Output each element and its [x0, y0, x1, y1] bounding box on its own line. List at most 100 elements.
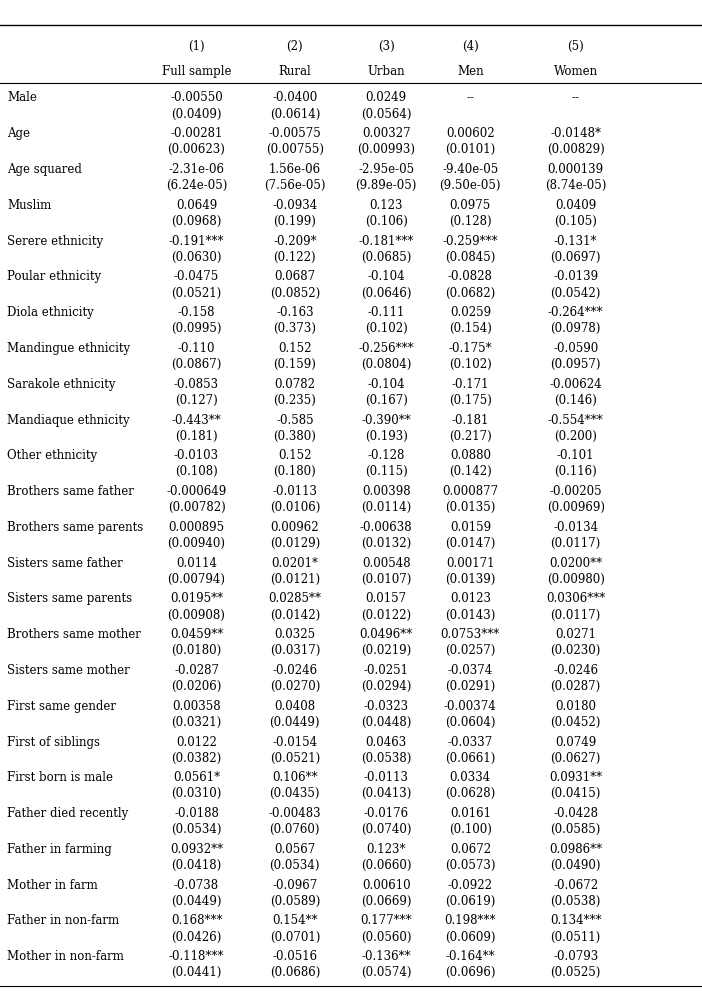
Text: -0.104: -0.104 — [367, 270, 405, 283]
Text: Father in farming: Father in farming — [7, 843, 112, 856]
Text: (0.0804): (0.0804) — [361, 358, 411, 371]
Text: (0.0122): (0.0122) — [361, 608, 411, 621]
Text: -0.0934: -0.0934 — [272, 199, 317, 212]
Text: (0.0409): (0.0409) — [171, 107, 222, 120]
Text: (0.105): (0.105) — [554, 215, 597, 228]
Text: (0.100): (0.100) — [449, 823, 492, 836]
Text: 0.00398: 0.00398 — [362, 485, 411, 498]
Text: -0.0113: -0.0113 — [364, 771, 409, 784]
Text: (0.0845): (0.0845) — [445, 250, 496, 263]
Text: -0.0516: -0.0516 — [272, 950, 317, 963]
Text: (0.167): (0.167) — [364, 394, 408, 407]
Text: (0.0534): (0.0534) — [171, 823, 222, 836]
Text: (0.106): (0.106) — [364, 215, 408, 228]
Text: -0.0738: -0.0738 — [174, 879, 219, 892]
Text: (0.108): (0.108) — [176, 465, 218, 478]
Text: -0.118***: -0.118*** — [169, 950, 224, 963]
Text: (3): (3) — [378, 40, 395, 53]
Text: -0.0922: -0.0922 — [448, 879, 493, 892]
Text: (0.00993): (0.00993) — [357, 143, 415, 156]
Text: -0.0103: -0.0103 — [174, 449, 219, 462]
Text: Mandingue ethnicity: Mandingue ethnicity — [7, 342, 130, 355]
Text: (0.0317): (0.0317) — [270, 644, 320, 657]
Text: -2.95e-05: -2.95e-05 — [358, 163, 414, 176]
Text: 0.0561*: 0.0561* — [173, 771, 220, 784]
Text: (0.0619): (0.0619) — [445, 895, 496, 908]
Text: (0.200): (0.200) — [554, 429, 597, 442]
Text: Brothers same parents: Brothers same parents — [7, 521, 143, 534]
Text: Sisters same father: Sisters same father — [7, 557, 123, 570]
Text: 0.00358: 0.00358 — [172, 700, 221, 713]
Text: (0.0669): (0.0669) — [361, 895, 411, 908]
Text: 0.0496**: 0.0496** — [359, 628, 413, 641]
Text: -0.0672: -0.0672 — [553, 879, 598, 892]
Text: 0.0459**: 0.0459** — [170, 628, 223, 641]
Text: (0.0646): (0.0646) — [361, 286, 411, 299]
Text: (0.0614): (0.0614) — [270, 107, 320, 120]
Text: -0.0246: -0.0246 — [272, 664, 317, 677]
Text: (0.0564): (0.0564) — [361, 107, 411, 120]
Text: -0.0188: -0.0188 — [174, 807, 219, 820]
Text: 0.00171: 0.00171 — [446, 557, 495, 570]
Text: 0.0975: 0.0975 — [450, 199, 491, 212]
Text: (0.0114): (0.0114) — [361, 501, 411, 514]
Text: (0.0219): (0.0219) — [361, 644, 411, 657]
Text: (0.0142): (0.0142) — [270, 608, 320, 621]
Text: 0.152: 0.152 — [278, 342, 312, 355]
Text: (0.0147): (0.0147) — [445, 537, 496, 550]
Text: (0.0628): (0.0628) — [445, 787, 496, 800]
Text: Full sample: Full sample — [161, 65, 232, 78]
Text: -0.0967: -0.0967 — [272, 879, 317, 892]
Text: 0.177***: 0.177*** — [360, 914, 412, 927]
Text: (0.0435): (0.0435) — [270, 787, 320, 800]
Text: -0.000649: -0.000649 — [166, 485, 227, 498]
Text: -0.390**: -0.390** — [362, 414, 411, 426]
Text: 0.0114: 0.0114 — [176, 557, 217, 570]
Text: (8.74e-05): (8.74e-05) — [545, 179, 607, 192]
Text: (0.0660): (0.0660) — [361, 859, 411, 872]
Text: -0.264***: -0.264*** — [548, 306, 604, 319]
Text: 0.0409: 0.0409 — [555, 199, 596, 212]
Text: (0.0760): (0.0760) — [270, 823, 320, 836]
Text: Mother in non-farm: Mother in non-farm — [7, 950, 124, 963]
Text: (0.00782): (0.00782) — [168, 501, 225, 514]
Text: (0.0287): (0.0287) — [550, 680, 601, 693]
Text: -0.0337: -0.0337 — [448, 736, 493, 748]
Text: 0.0122: 0.0122 — [176, 736, 217, 748]
Text: -0.00483: -0.00483 — [269, 807, 321, 820]
Text: 0.106**: 0.106** — [272, 771, 317, 784]
Text: -0.101: -0.101 — [557, 449, 595, 462]
Text: -0.136**: -0.136** — [362, 950, 411, 963]
Text: (0.235): (0.235) — [273, 394, 317, 407]
Text: (0.00969): (0.00969) — [547, 501, 604, 514]
Text: (0.122): (0.122) — [274, 250, 316, 263]
Text: -0.443**: -0.443** — [172, 414, 221, 426]
Text: 0.0567: 0.0567 — [274, 843, 315, 856]
Text: (0.0867): (0.0867) — [171, 358, 222, 371]
Text: (0.0294): (0.0294) — [361, 680, 411, 693]
Text: -0.00281: -0.00281 — [171, 127, 223, 140]
Text: 0.0180: 0.0180 — [555, 700, 596, 713]
Text: Age: Age — [7, 127, 30, 140]
Text: --: -- — [466, 91, 475, 104]
Text: 0.0749: 0.0749 — [555, 736, 596, 748]
Text: -0.0154: -0.0154 — [272, 736, 317, 748]
Text: 0.0334: 0.0334 — [450, 771, 491, 784]
Text: (0.0978): (0.0978) — [550, 322, 601, 335]
Text: 0.000895: 0.000895 — [168, 521, 225, 534]
Text: -0.104: -0.104 — [367, 378, 405, 391]
Text: 0.00610: 0.00610 — [362, 879, 411, 892]
Text: 0.0271: 0.0271 — [555, 628, 596, 641]
Text: Father died recently: Father died recently — [7, 807, 128, 820]
Text: (0.0697): (0.0697) — [550, 250, 601, 263]
Text: (0.00794): (0.00794) — [168, 573, 225, 585]
Text: (0.0589): (0.0589) — [270, 895, 320, 908]
Text: Men: Men — [457, 65, 484, 78]
Text: Age squared: Age squared — [7, 163, 82, 176]
Text: 0.0463: 0.0463 — [366, 736, 406, 748]
Text: (0.0139): (0.0139) — [445, 573, 496, 585]
Text: (0.0685): (0.0685) — [361, 250, 411, 263]
Text: (0.0291): (0.0291) — [445, 680, 496, 693]
Text: -0.0134: -0.0134 — [553, 521, 598, 534]
Text: (0.0101): (0.0101) — [445, 143, 496, 156]
